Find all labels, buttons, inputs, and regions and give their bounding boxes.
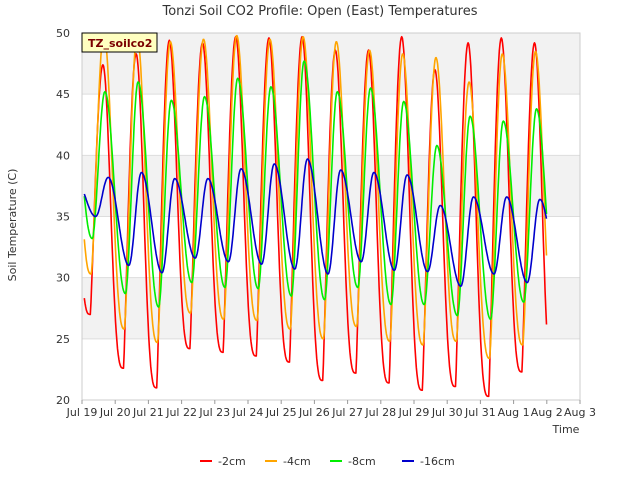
legend-label: -2cm	[218, 455, 246, 468]
x-tick-label: Jul 30	[431, 406, 463, 419]
chart-title: Tonzi Soil CO2 Profile: Open (East) Temp…	[161, 4, 477, 19]
y-tick-label: 40	[56, 149, 70, 162]
plot-border	[81, 32, 581, 401]
x-axis-label: Time	[552, 423, 580, 436]
x-tick-label: Jul 20	[99, 406, 131, 419]
series-line-minus-4cm	[83, 32, 548, 360]
plot-band	[82, 277, 580, 339]
site-badge-label: TZ_soilco2	[88, 37, 152, 50]
x-tick-label: Jul 22	[165, 406, 197, 419]
x-tick-label: Aug 1	[498, 406, 530, 419]
series-line-minus-2cm	[83, 35, 548, 398]
legend-item: -8cm	[330, 455, 376, 468]
x-tick-label: Jul 21	[132, 406, 164, 419]
x-tick-label: Jul 23	[198, 406, 230, 419]
y-axis-label: Soil Temperature (C)	[6, 169, 19, 282]
legend-item: -16cm	[402, 455, 455, 468]
x-tick-label: Jul 25	[265, 406, 297, 419]
legend-item: -4cm	[265, 455, 311, 468]
y-tick-label: 35	[56, 211, 70, 224]
series-line-minus-16cm	[83, 158, 548, 288]
legend-label: -4cm	[283, 455, 311, 468]
series-layer	[83, 32, 548, 398]
x-tick-label: Jul 24	[232, 406, 264, 419]
legend: -2cm -4cm -8cm -16cm	[200, 455, 455, 468]
y-tick-label: 30	[56, 272, 70, 285]
x-tick-label: Aug 3	[564, 406, 596, 419]
legend-item: -2cm	[200, 455, 246, 468]
legend-label: -16cm	[420, 455, 455, 468]
x-tick-label: Jul 26	[298, 406, 330, 419]
x-tick-label: Jul 29	[398, 406, 430, 419]
series-line-minus-8cm	[83, 60, 548, 321]
y-tick-label: 20	[56, 394, 70, 407]
x-tick-label: Jul 28	[364, 406, 396, 419]
x-axis-ticks: Jul 19 Jul 20 Jul 21 Jul 22 Jul 23 Jul 24 Jul …	[66, 400, 596, 419]
x-tick-label: Jul 31	[464, 406, 496, 419]
site-badge: TZ_soilco2	[81, 32, 158, 53]
y-tick-label: 50	[56, 27, 70, 40]
x-tick-label: Aug 2	[531, 406, 563, 419]
legend-label: -8cm	[348, 455, 376, 468]
y-tick-label: 25	[56, 333, 70, 346]
y-tick-label: 45	[56, 88, 70, 101]
x-tick-label: Jul 27	[331, 406, 363, 419]
y-axis-ticks: 20 25 30 35 40 45 50	[56, 27, 70, 407]
x-tick-label: Jul 19	[66, 406, 98, 419]
